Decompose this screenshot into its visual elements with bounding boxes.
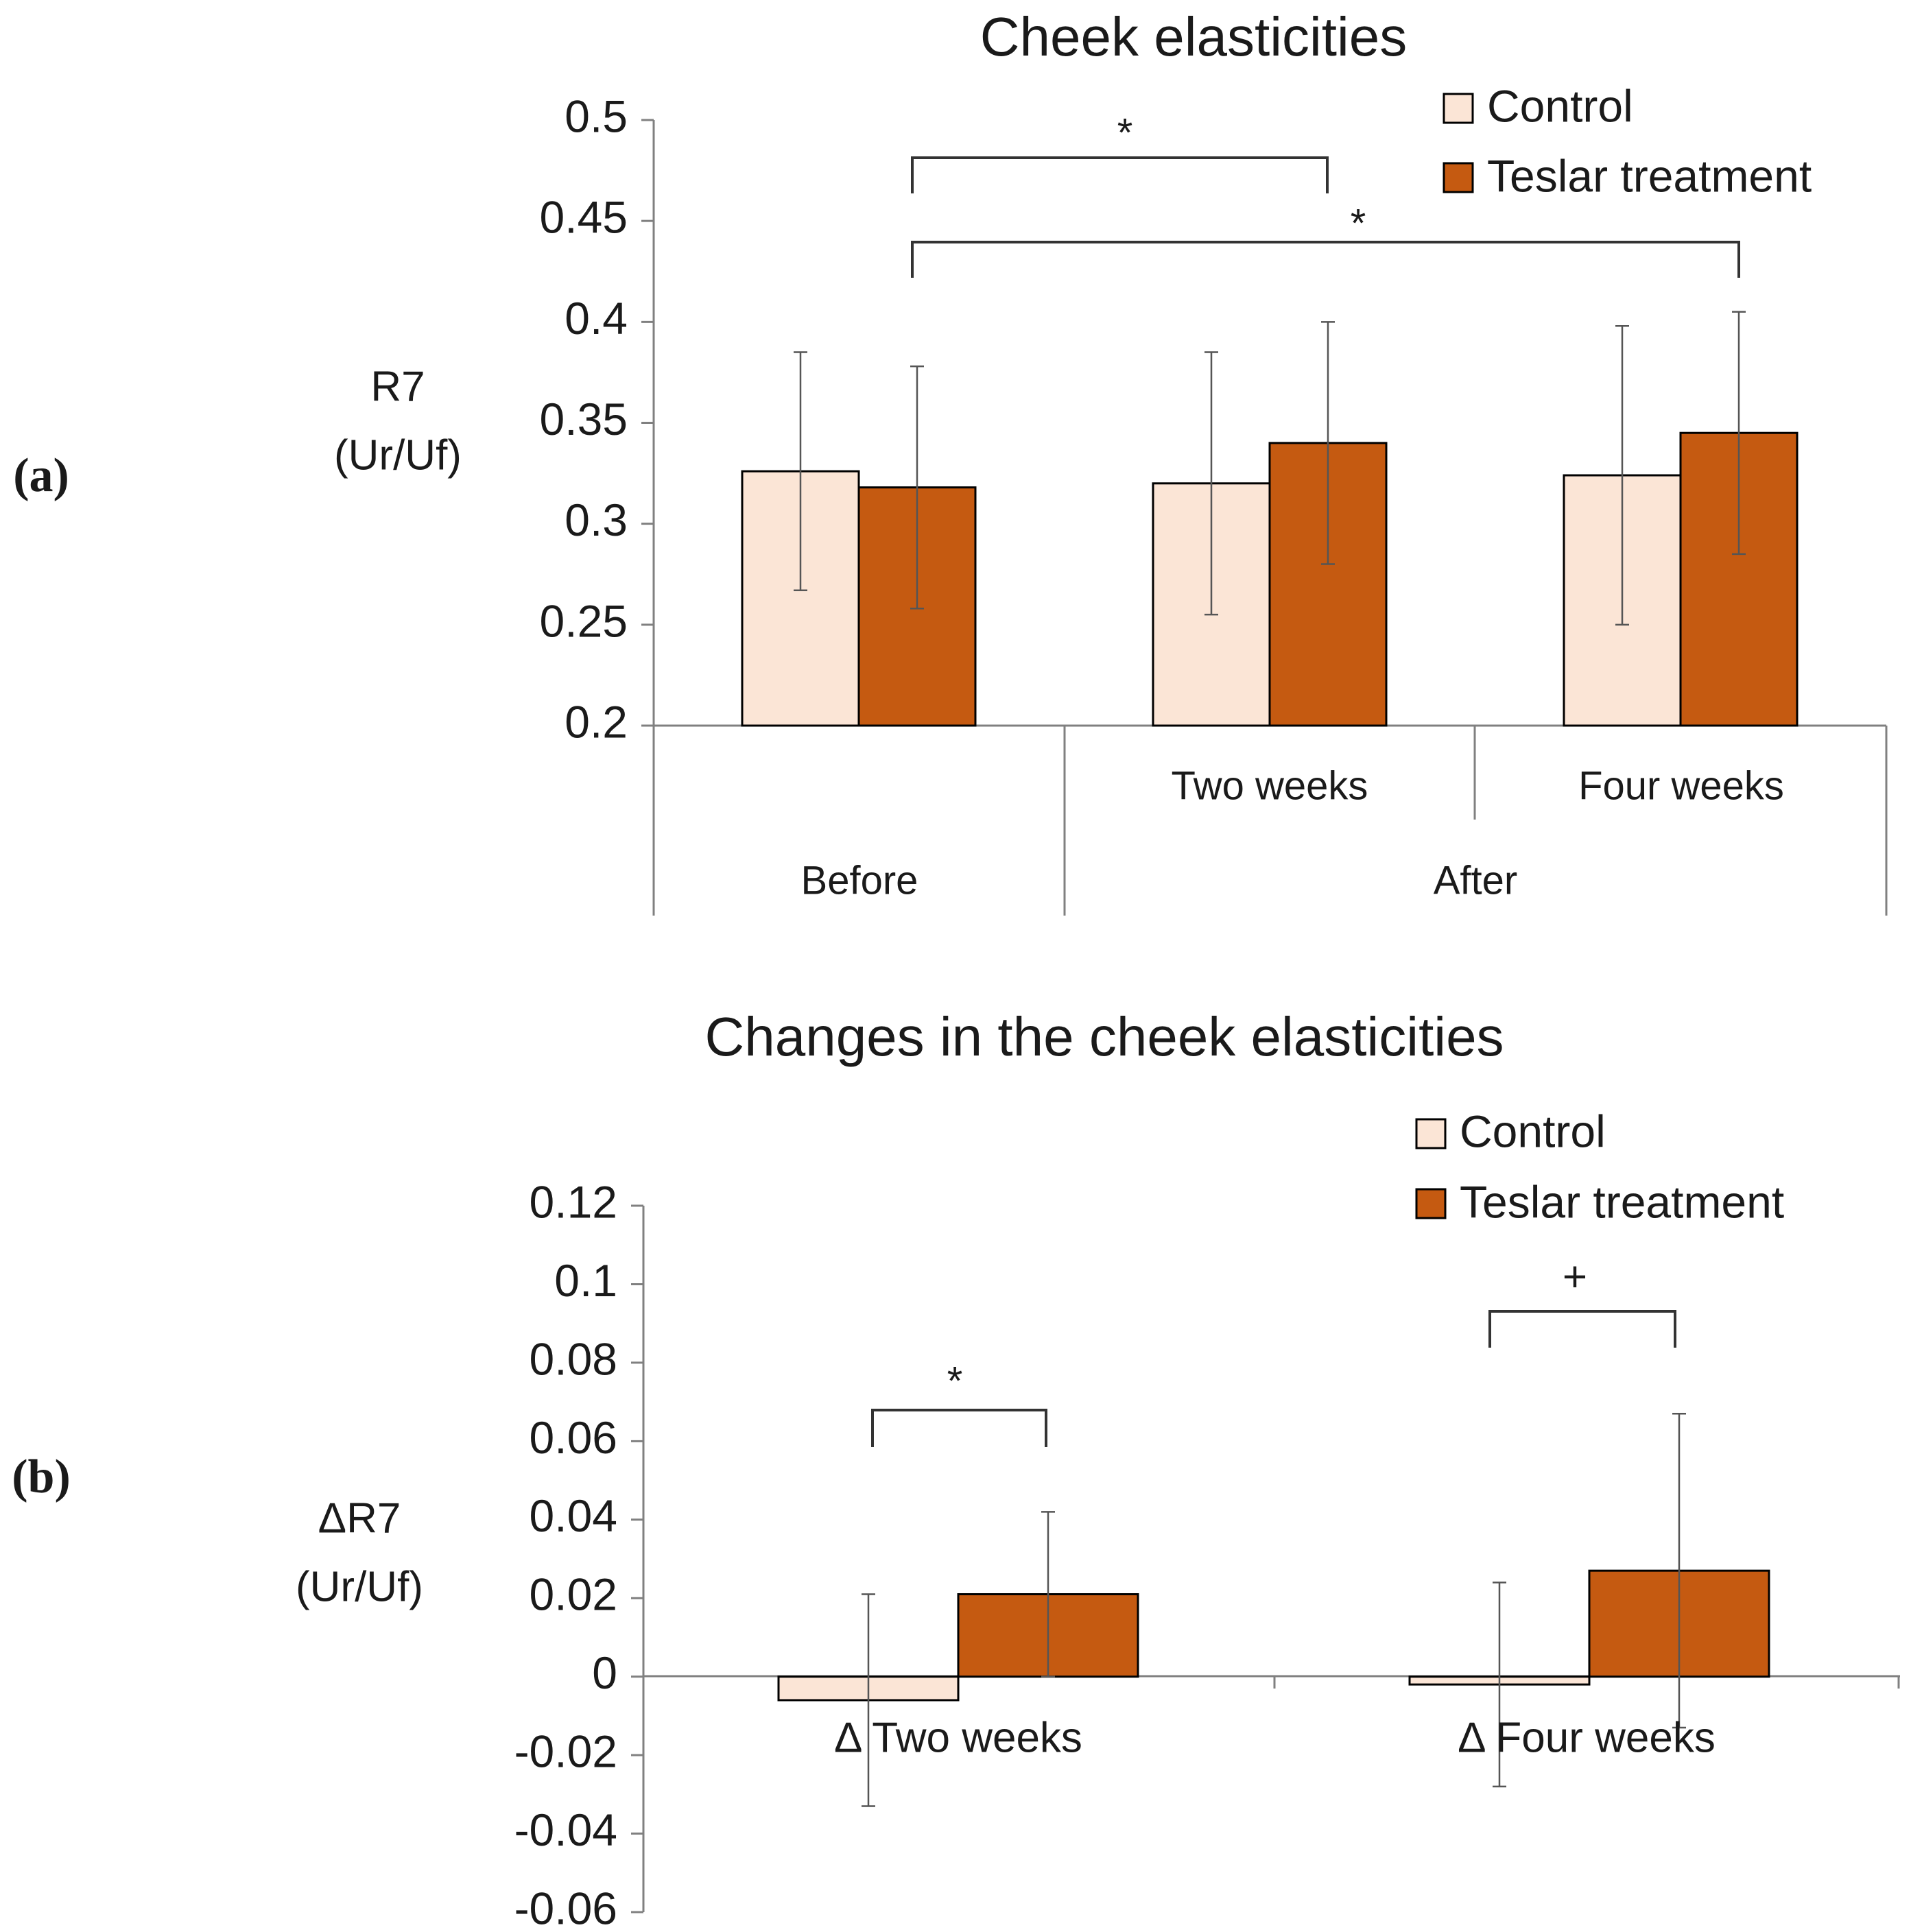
panel-a-label: (a) bbox=[13, 449, 69, 502]
chart-a-significance-mark: * bbox=[1117, 110, 1133, 155]
chart-b-y-tick-label: 0.06 bbox=[530, 1412, 617, 1463]
chart-a-y-tick-label: 0.45 bbox=[540, 192, 628, 243]
chart-a-legend-swatch-control bbox=[1443, 93, 1474, 124]
chart-b-significance-bracket bbox=[871, 1409, 1047, 1447]
chart-b-legend-swatch-control bbox=[1415, 1118, 1447, 1149]
chart-b-category-label: Δ Four weeks bbox=[1458, 1714, 1716, 1761]
chart-a-category-label: Two weeks bbox=[1172, 763, 1368, 808]
chart-a-y-tick-label: 0.4 bbox=[565, 293, 628, 344]
chart-b-y-tick-label: 0 bbox=[592, 1647, 617, 1698]
chart-b-title: Changes in the cheek elasticities bbox=[704, 1006, 1504, 1067]
chart-a-ylabel-line2: (Ur/Uf) bbox=[334, 431, 462, 479]
chart-b-significance-bracket bbox=[1488, 1310, 1676, 1348]
chart-a-title: Cheek elasticities bbox=[980, 6, 1408, 67]
chart-a-y-tick-label: 0.2 bbox=[565, 696, 628, 747]
chart-a-y-tick-label: 0.3 bbox=[565, 494, 628, 545]
chart-a-bar-treatment bbox=[1679, 431, 1799, 727]
chart-b-y-tick-label: -0.02 bbox=[514, 1726, 617, 1777]
chart-a-significance-bracket bbox=[911, 156, 1329, 193]
chart-b-legend-swatch-treatment bbox=[1415, 1188, 1447, 1219]
chart-b-category-label: Δ Two weeks bbox=[834, 1714, 1082, 1761]
chart-b-significance-mark: * bbox=[947, 1359, 963, 1403]
chart-b-y-tick-label: 0.08 bbox=[530, 1333, 617, 1384]
chart-a-significance-mark: * bbox=[1351, 201, 1366, 246]
chart-b-y-tick-label: 0.04 bbox=[530, 1490, 617, 1541]
chart-b-y-tick-label: 0.1 bbox=[554, 1255, 617, 1306]
chart-a-category-label: Four weeks bbox=[1578, 763, 1784, 808]
chart-a-y-tick-label: 0.35 bbox=[540, 394, 628, 444]
chart-a-y-tick-label: 0.5 bbox=[565, 91, 628, 141]
panel-b-label: (b) bbox=[12, 1451, 71, 1503]
chart-a-significance-bracket bbox=[911, 241, 1740, 278]
chart-b-ylabel-line1: ΔR7 bbox=[318, 1494, 401, 1542]
chart-a-ylabel-line1: R7 bbox=[370, 363, 425, 410]
chart-b-legend-label: Control bbox=[1460, 1106, 1606, 1156]
chart-a-legend-label: Teslar treatment bbox=[1487, 150, 1812, 201]
chart-b-y-tick-label: -0.06 bbox=[514, 1883, 617, 1932]
chart-b-y-tick-label: 0.12 bbox=[530, 1176, 617, 1227]
chart-b-ylabel-line2: (Ur/Uf) bbox=[296, 1563, 423, 1610]
chart-a-legend-swatch-treatment bbox=[1443, 162, 1474, 193]
chart-a-group-label: Before bbox=[801, 858, 918, 903]
panel-b: (b) Changes in the cheek elasticities ΔR… bbox=[12, 1006, 1900, 1932]
panel-a: (a) Cheek elasticities R7 (Ur/Uf) 0.5 0.4… bbox=[13, 6, 1888, 916]
chart-b-significance-mark: + bbox=[1563, 1253, 1587, 1300]
chart-b-y-tick-label: 0.02 bbox=[530, 1569, 617, 1620]
chart-b-y-tick-label: -0.04 bbox=[514, 1804, 617, 1855]
chart-a-y-tick-label: 0.25 bbox=[540, 595, 628, 646]
chart-a-legend-label: Control bbox=[1487, 80, 1633, 131]
chart-b-legend-label: Teslar treatment bbox=[1460, 1176, 1784, 1227]
chart-a-group-label: After bbox=[1434, 858, 1518, 903]
